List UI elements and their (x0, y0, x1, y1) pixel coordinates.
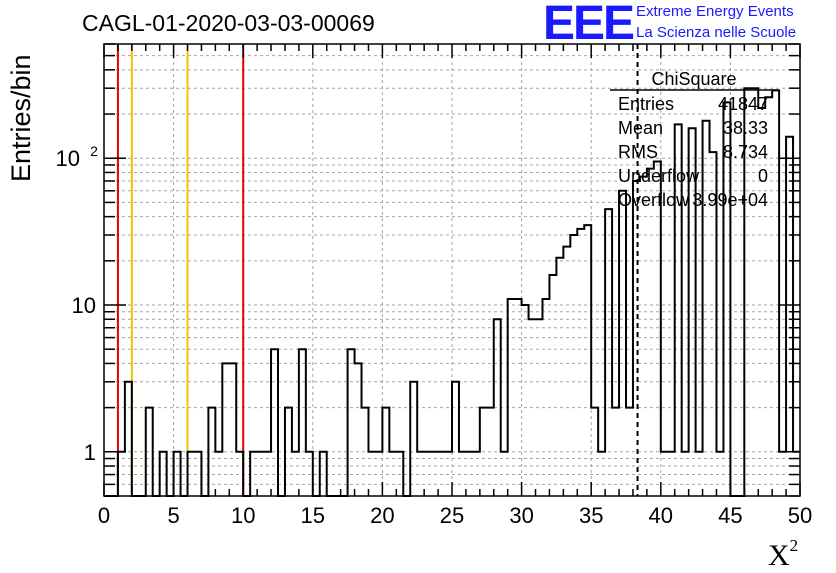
x-tick-label: 10 (231, 503, 255, 528)
x-tick-label: 40 (649, 503, 673, 528)
stats-label: Entries (618, 94, 674, 114)
stats-value: 3.99e+04 (692, 190, 768, 210)
grid-lines (104, 44, 800, 496)
y-tick-label: 10 (56, 146, 80, 171)
stats-box: ChiSquare Entries 41847 Mean 38.33 RMS 8.734 Un… (610, 69, 778, 210)
x-tick-label: 25 (440, 503, 464, 528)
x-tick-label: 0 (98, 503, 110, 528)
x-axis-label: X2 (768, 536, 798, 573)
y-tick-label-sup: 2 (90, 143, 98, 159)
x-axis-label-base: X (768, 539, 790, 572)
stats-label: RMS (618, 142, 658, 162)
x-tick-label: 45 (718, 503, 742, 528)
stats-name: ChiSquare (651, 69, 736, 89)
logo-caption-line2: La Scienza nelle Scuole (636, 24, 797, 41)
stats-value: 8.734 (723, 142, 768, 162)
y-axis-label: Entries/bin (6, 54, 36, 182)
stats-value: 41847 (718, 94, 768, 114)
x-tick-label: 35 (579, 503, 603, 528)
histogram-outline (104, 87, 800, 497)
stats-label: Overflow (618, 190, 690, 210)
vertical-markers (116, 44, 245, 496)
y-tick-label: 10 (72, 293, 96, 318)
x-tick-label: 5 (167, 503, 179, 528)
y-tick-label: 1 (84, 440, 96, 465)
stats-label: Underflow (618, 166, 700, 186)
x-tick-label: 30 (509, 503, 533, 528)
stats-label: Mean (618, 118, 663, 138)
axes: 0 5 10 15 20 25 30 35 40 45 50 1 10 10 2 (56, 43, 812, 528)
stats-value: 0 (758, 166, 768, 186)
x-tick-label: 50 (788, 503, 812, 528)
logo-caption-line1: Extreme Energy Events (636, 3, 794, 20)
eee-logo: EEE (543, 0, 635, 50)
x-tick-label: 20 (370, 503, 394, 528)
plot-title: CAGL-01-2020-03-03-00069 (82, 10, 375, 36)
x-axis-label-sup: 2 (789, 536, 799, 555)
stats-value: 38.33 (723, 118, 768, 138)
x-tick-label: 15 (301, 503, 325, 528)
